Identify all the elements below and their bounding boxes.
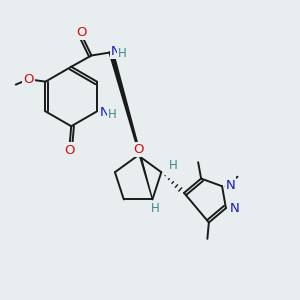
Text: H: H [108, 108, 117, 122]
Text: O: O [64, 143, 75, 157]
Text: H: H [168, 159, 177, 172]
Text: N: N [100, 106, 110, 119]
Text: H: H [118, 47, 127, 61]
Text: O: O [23, 73, 34, 86]
Text: N: N [230, 202, 239, 215]
Text: O: O [76, 26, 87, 39]
Polygon shape [109, 51, 152, 200]
Text: N: N [226, 178, 236, 191]
Text: O: O [134, 143, 144, 156]
Text: H: H [151, 202, 160, 215]
Text: N: N [111, 45, 121, 58]
